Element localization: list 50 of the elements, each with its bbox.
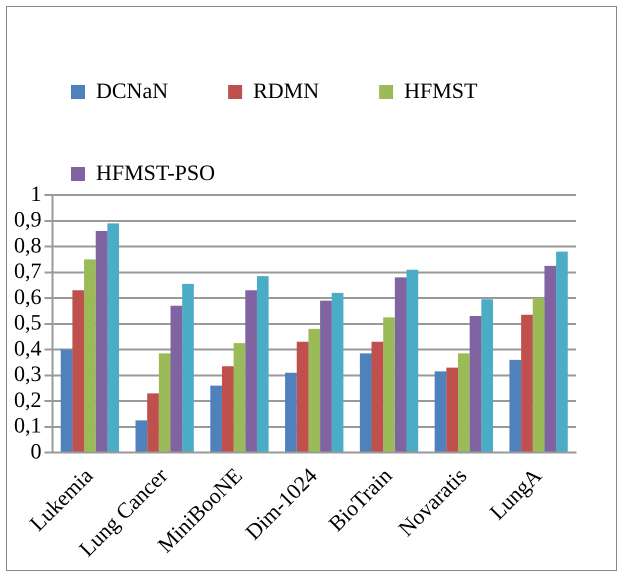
bar <box>446 368 458 452</box>
bar <box>234 343 246 452</box>
legend-label: DCNaN <box>96 78 168 103</box>
bar <box>285 372 297 452</box>
bar <box>147 393 159 452</box>
bar <box>96 231 108 452</box>
y-tick-label: 1 <box>30 180 42 206</box>
bar <box>210 386 222 452</box>
y-tick-label: 0 <box>30 438 42 464</box>
y-tick-label: 0,2 <box>14 386 42 412</box>
bar <box>532 298 544 452</box>
bar <box>222 366 234 452</box>
bar <box>383 317 395 452</box>
bar <box>256 276 269 452</box>
bar <box>394 277 407 452</box>
bar <box>372 342 384 452</box>
y-tick-label: 0,6 <box>14 284 42 309</box>
bar <box>84 259 96 452</box>
y-tick-label: 0,5 <box>14 310 42 335</box>
bar <box>72 290 84 452</box>
bar <box>332 292 344 452</box>
legend-label: HFMST <box>404 78 478 103</box>
y-tick-label: 0,8 <box>14 232 42 258</box>
bar <box>245 290 257 452</box>
y-tick-label: 0,1 <box>14 412 42 438</box>
legend-label: HFMST-PSO <box>96 160 216 185</box>
bar <box>136 420 148 452</box>
bar <box>320 300 332 452</box>
y-tick-label: 0,3 <box>14 361 42 386</box>
bar <box>509 360 522 452</box>
bar <box>458 353 470 452</box>
bar <box>60 350 72 452</box>
bar <box>158 353 171 452</box>
bar <box>107 223 120 452</box>
bar <box>308 328 320 452</box>
bar <box>434 371 446 452</box>
y-tick-label: 0,7 <box>14 258 42 284</box>
bar <box>521 314 533 452</box>
bar <box>544 266 556 452</box>
bar <box>360 353 372 452</box>
bar <box>296 342 308 452</box>
bar <box>481 299 493 452</box>
bar <box>170 306 182 452</box>
bar <box>470 316 482 452</box>
bar <box>556 252 568 452</box>
y-tick-label: 0,4 <box>14 335 42 360</box>
y-tick-label: 0,9 <box>14 206 42 232</box>
bar <box>182 284 194 452</box>
bar <box>406 270 418 452</box>
legend-label: RDMN <box>253 78 320 103</box>
